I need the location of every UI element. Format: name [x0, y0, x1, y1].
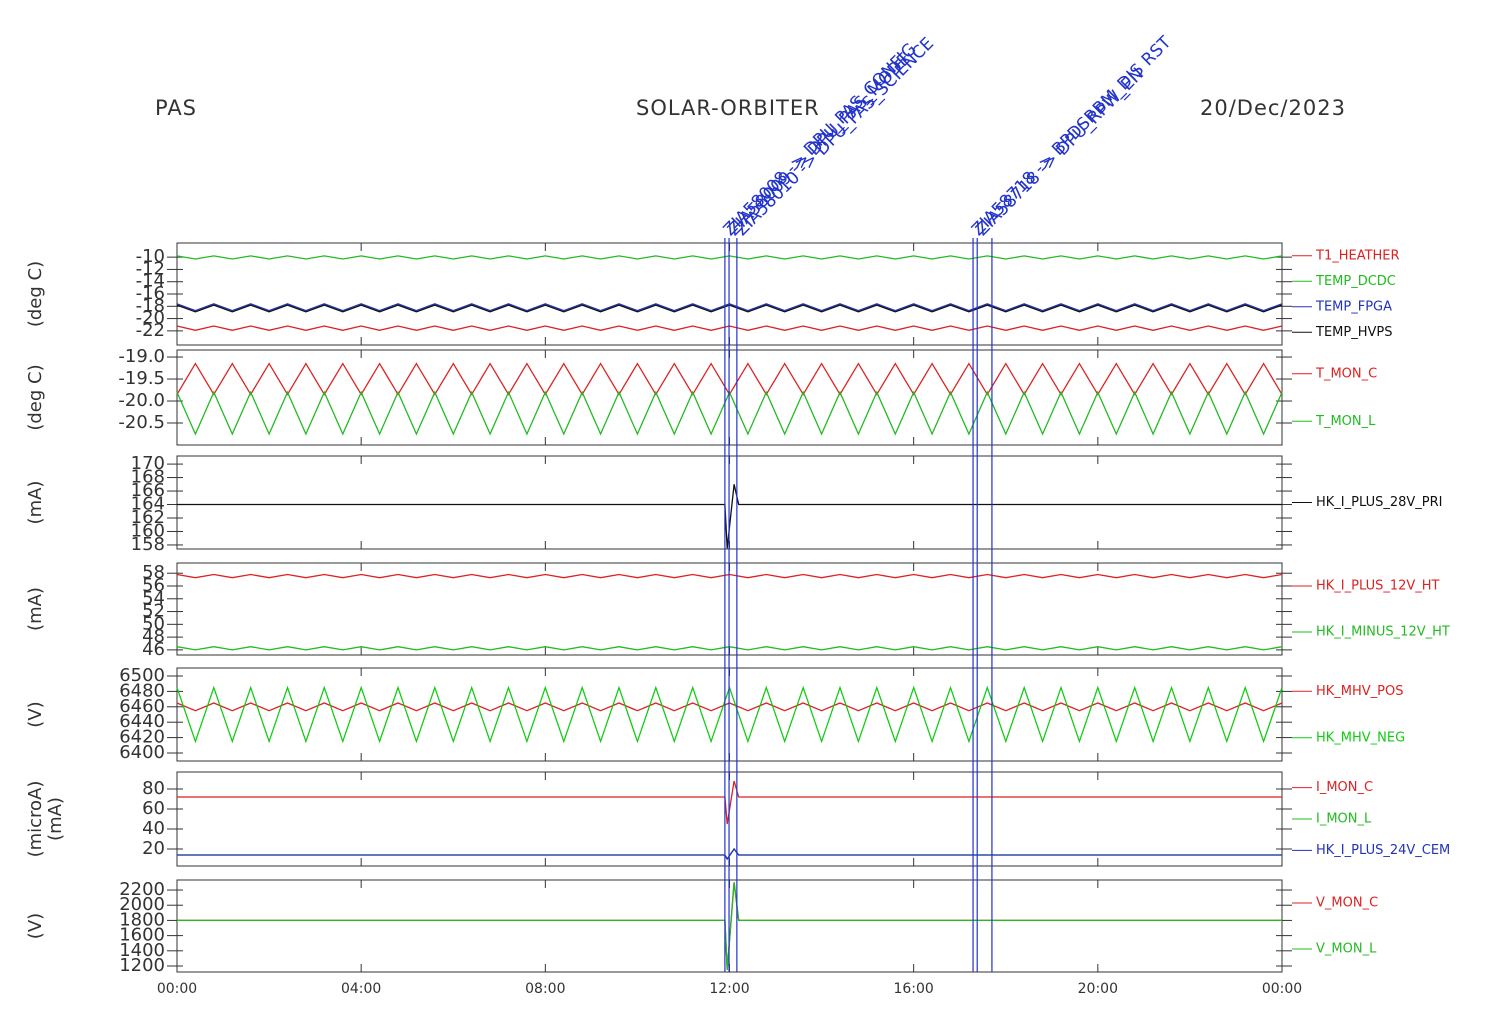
y-tick-label: -16	[136, 283, 165, 304]
y-tick-label: 56	[142, 575, 165, 596]
y-tick-label: -20.0	[118, 390, 165, 411]
series-line	[177, 847, 1282, 861]
y-tick-label: -20.5	[118, 412, 165, 433]
x-tick-label: 04:00	[341, 981, 381, 997]
y-tick-label: 1400	[119, 940, 165, 961]
legend-label: HK_I_PLUS_12V_HT	[1316, 579, 1440, 594]
legend-label: T_MON_C	[1315, 366, 1377, 381]
y-tick-label: 50	[142, 613, 165, 634]
y-tick-label: -14	[136, 271, 165, 292]
y-tick-label: 168	[131, 467, 165, 488]
y-tick-label: 160	[131, 520, 165, 541]
y-tick-label: -18	[136, 295, 165, 316]
x-tick-label: 20:00	[1078, 981, 1118, 997]
x-tick-label: 12:00	[709, 981, 749, 997]
y-tick-label: 2200	[119, 879, 165, 900]
legend-label: I_MON_C	[1316, 780, 1373, 795]
y-axis-label: (mA)	[25, 481, 46, 525]
y-tick-label: 1600	[119, 925, 165, 946]
y-tick-label: 158	[131, 534, 165, 555]
y-axis-label: (V)	[25, 701, 46, 727]
header-right: 20/Dec/2023	[1200, 96, 1346, 120]
legend-label: HK_I_PLUS_24V_CEM	[1316, 843, 1450, 858]
x-tick-label: 00:00	[157, 981, 197, 997]
legend-label: TEMP_HVPS	[1315, 325, 1392, 340]
x-tick-label: 00:00	[1262, 981, 1302, 997]
y-tick-label: 6400	[119, 742, 165, 763]
y-tick-label: 54	[142, 588, 165, 609]
y-tick-label: -22	[136, 320, 165, 341]
y-tick-label: -12	[136, 258, 165, 279]
y-tick-label: -20	[136, 308, 165, 329]
y-axis-label: (microA)	[25, 781, 46, 858]
y-tick-label: 6440	[119, 711, 165, 732]
y-tick-label: 40	[142, 818, 165, 839]
y-tick-label: 170	[131, 453, 165, 474]
legend-label: V_MON_L	[1316, 942, 1377, 957]
y-tick-label: 46	[142, 639, 165, 660]
series-line	[177, 780, 1282, 825]
series-line	[177, 484, 1282, 549]
legend-label: T_MON_L	[1315, 414, 1376, 429]
y-axis-label: (mA)	[25, 587, 46, 631]
legend-label: TEMP_DCDC	[1315, 274, 1396, 289]
legend-label: I_MON_L	[1316, 812, 1372, 827]
y-tick-label: 6500	[119, 665, 165, 686]
y-tick-label: 166	[131, 480, 165, 501]
legend-label: V_MON_C	[1316, 896, 1378, 911]
y-tick-label: -10	[136, 246, 165, 267]
x-tick-label: 16:00	[893, 981, 933, 997]
y-tick-label: 1200	[119, 955, 165, 976]
legend-label: HK_I_MINUS_12V_HT	[1316, 625, 1450, 640]
y-tick-label: 1800	[119, 909, 165, 930]
y-axis-label: (deg C)	[25, 364, 46, 430]
header-center: SOLAR-ORBITER	[636, 96, 820, 120]
y-tick-label: 80	[142, 778, 165, 799]
y-axis-label: (mA)	[45, 797, 66, 841]
y-tick-label: 6480	[119, 680, 165, 701]
legend-label: HK_I_PLUS_28V_PRI	[1316, 495, 1442, 510]
y-tick-label: 162	[131, 507, 165, 528]
legend-label: HK_MHV_NEG	[1316, 730, 1405, 745]
y-tick-label: 58	[142, 562, 165, 583]
y-tick-label: -19.0	[118, 346, 165, 367]
series-line	[177, 882, 1282, 970]
x-tick-label: 08:00	[525, 981, 565, 997]
y-tick-label: 6420	[119, 727, 165, 748]
event-label: ZIA58010 -> DPU_PAS_SCIENCE	[732, 34, 938, 240]
header-left: PAS	[155, 96, 197, 120]
y-tick-label: 2000	[119, 894, 165, 915]
y-tick-label: 52	[142, 601, 165, 622]
y-tick-label: 60	[142, 798, 165, 819]
y-axis-label: (deg C)	[25, 261, 46, 327]
event-label: ZIA58718 -> DPU_RPW_EN	[972, 64, 1148, 240]
y-tick-label: 20	[142, 838, 165, 859]
legend-label: TEMP_FPGA	[1315, 299, 1392, 314]
legend-label: HK_MHV_POS	[1316, 684, 1404, 699]
y-tick-label: -19.5	[118, 368, 165, 389]
y-axis-label: (V)	[25, 913, 46, 939]
y-tick-label: 6460	[119, 696, 165, 717]
legend-label: T1_HEATHER	[1315, 248, 1400, 263]
y-tick-label: 48	[142, 626, 165, 647]
y-tick-label: 164	[131, 494, 165, 515]
